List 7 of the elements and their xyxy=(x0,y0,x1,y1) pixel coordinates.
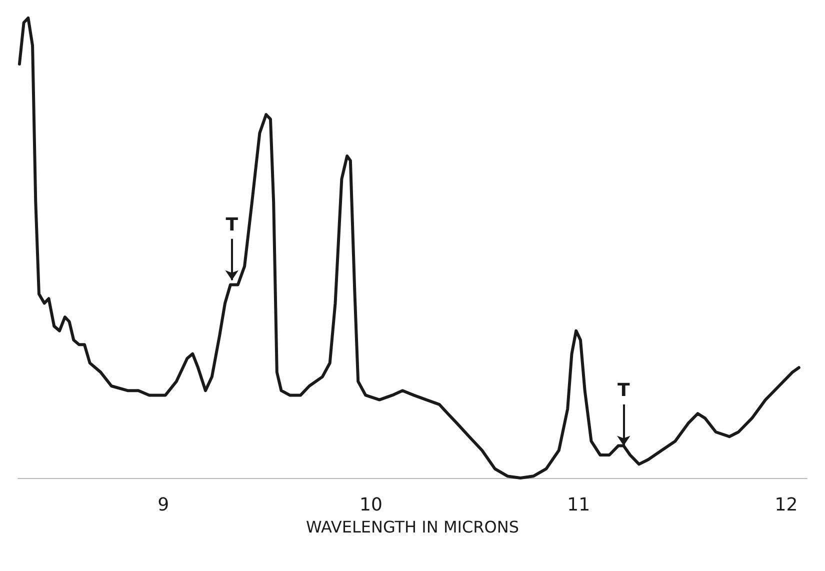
x-axis-title: WAVELENGTH IN MICRONS xyxy=(306,517,519,536)
x-tick-label: 10 xyxy=(360,494,382,516)
x-tick-label: 9 xyxy=(158,494,170,516)
x-tick-label: 11 xyxy=(567,494,590,516)
annotation: T xyxy=(618,380,631,401)
annotation: T xyxy=(226,214,239,236)
x-tick-label: 12 xyxy=(774,494,798,516)
